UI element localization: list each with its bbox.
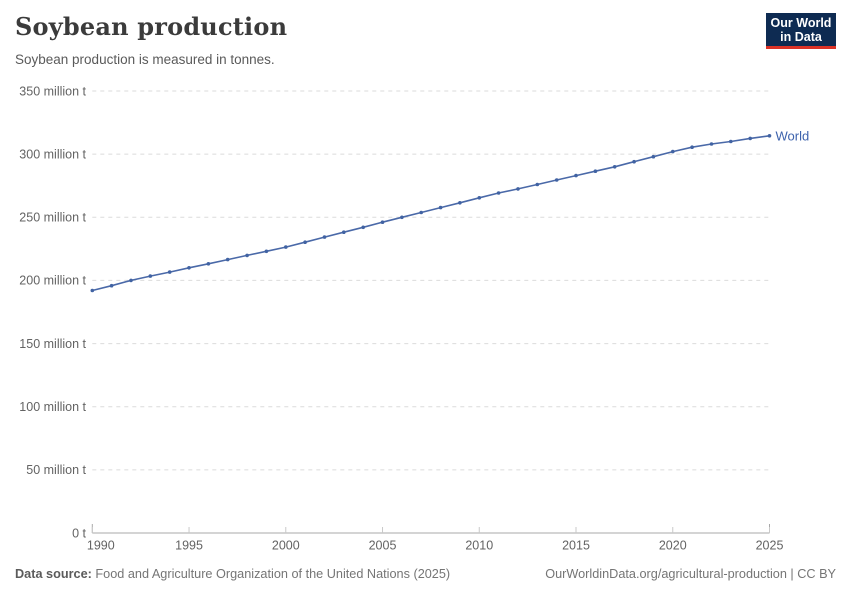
data-point-1994[interactable]: [167, 270, 172, 274]
x-tick-label-2005: 2005: [369, 539, 397, 553]
data-point-2007[interactable]: [419, 210, 424, 215]
data-point-1999[interactable]: [264, 249, 269, 254]
world-line[interactable]: [91, 135, 771, 292]
data-point-2010[interactable]: [477, 196, 482, 200]
page-title: Soybean production: [15, 12, 288, 41]
data-point-1995[interactable]: [187, 266, 191, 270]
y-tick-label-150: 150 million t: [19, 337, 86, 351]
x-axis: [91, 524, 770, 534]
data-point-2000[interactable]: [284, 245, 288, 249]
y-axis-labels: 0 t 50 million t 100 million t 150 million …: [19, 84, 86, 540]
y-tick-label-0: 0 t: [72, 526, 86, 540]
data-point-2012[interactable]: [516, 187, 520, 191]
gridlines: [92, 90, 770, 471]
data-point-2001[interactable]: [303, 240, 307, 244]
x-tick-label-2015: 2015: [562, 539, 590, 553]
data-point-2015[interactable]: [574, 173, 578, 178]
data-point-2016[interactable]: [593, 169, 598, 173]
world-line-series[interactable]: [90, 134, 772, 293]
chart-footer: Data source: Food and Agriculture Organi…: [0, 567, 850, 589]
owid-logo-line1: Our World: [770, 15, 832, 30]
data-point-2020[interactable]: [671, 149, 675, 154]
x-tick-label-1995: 1995: [175, 539, 203, 553]
data-point-2003[interactable]: [342, 230, 346, 234]
data-point-2023[interactable]: [729, 139, 733, 144]
owid-logo: Our World in Data: [766, 13, 836, 49]
data-point-2021[interactable]: [690, 145, 694, 149]
data-point-1990[interactable]: [90, 288, 95, 293]
data-point-2004[interactable]: [361, 225, 366, 230]
owid-logo-line2: in Data: [780, 29, 822, 44]
y-tick-label-350: 350 million t: [19, 84, 86, 98]
data-point-2025[interactable]: [767, 134, 772, 138]
data-point-2011[interactable]: [496, 191, 501, 195]
data-point-2009[interactable]: [458, 201, 462, 205]
x-tick-label-1990: 1990: [87, 539, 115, 553]
data-point-1991[interactable]: [109, 283, 114, 288]
data-point-2024[interactable]: [748, 136, 752, 141]
y-tick-label-250: 250 million t: [19, 211, 86, 225]
y-tick-label-300: 300 million t: [19, 147, 86, 161]
x-tick-label-2000: 2000: [272, 539, 300, 553]
data-point-1996[interactable]: [206, 262, 211, 266]
series-label-world[interactable]: World: [776, 128, 810, 143]
data-point-1992[interactable]: [129, 278, 133, 283]
owid-logo-text: Our World in Data: [771, 16, 832, 44]
data-point-2008[interactable]: [438, 205, 443, 210]
data-source-text: Food and Agriculture Organization of the…: [95, 567, 451, 581]
data-source: Data source: Food and Agriculture Organi…: [15, 567, 450, 581]
chart-header: Soybean production Soybean production is…: [0, 0, 850, 80]
y-tick-label-50: 50 million t: [26, 463, 86, 477]
x-tick-label-2020: 2020: [659, 539, 687, 553]
data-point-2019[interactable]: [651, 154, 656, 159]
data-point-2006[interactable]: [400, 215, 404, 220]
chart-subtitle: Soybean production is measured in tonnes…: [15, 52, 275, 67]
data-point-2013[interactable]: [535, 182, 540, 187]
data-point-2014[interactable]: [554, 178, 559, 182]
y-tick-label-100: 100 million t: [19, 400, 86, 414]
x-tick-label-2025: 2025: [756, 539, 784, 553]
x-tick-label-2010: 2010: [465, 539, 493, 553]
data-point-2005[interactable]: [380, 220, 385, 224]
footer-credit: OurWorldinData.org/agricultural-producti…: [545, 567, 836, 581]
data-point-2018[interactable]: [632, 159, 636, 164]
x-axis-labels: 1990 1995 2000 2005 2010 2015 2020 2025: [87, 539, 784, 553]
data-point-1997[interactable]: [225, 257, 230, 262]
y-tick-label-200: 200 million t: [19, 274, 86, 288]
line-chart[interactable]: 0 t 50 million t 100 million t 150 million …: [0, 0, 850, 560]
data-point-2002[interactable]: [322, 235, 327, 239]
data-point-1993[interactable]: [148, 274, 153, 278]
data-point-2017[interactable]: [612, 165, 617, 169]
data-source-label: Data source:: [15, 567, 92, 581]
data-point-1998[interactable]: [245, 253, 249, 258]
data-point-2022[interactable]: [709, 142, 714, 146]
